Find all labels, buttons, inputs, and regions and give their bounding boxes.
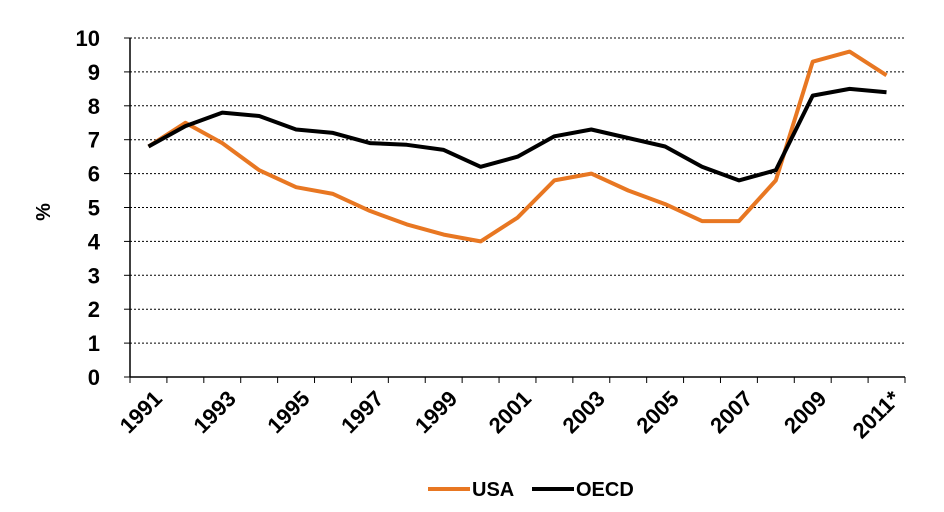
legend: USA OECD (428, 479, 634, 501)
y-tick-label-6: 6 (88, 162, 100, 187)
y-tick-label-4: 4 (88, 229, 101, 254)
x-tick-label-2011: 2011* (848, 386, 906, 444)
y-tick-label-9: 9 (88, 60, 100, 85)
y-tick-label-7: 7 (88, 128, 100, 153)
x-tick-label-2003: 2003 (558, 386, 610, 438)
series-line-oecd (147, 86, 887, 183)
x-tick-labels: 1991 1993 1995 1997 1999 2001 2003 2005 2007 2009… (115, 386, 906, 444)
y-tick-label-1: 1 (88, 331, 100, 356)
series-lines (147, 49, 888, 244)
y-tick-label-8: 8 (88, 94, 100, 119)
x-tick-label-2005: 2005 (631, 386, 683, 438)
x-tick-label-1993: 1993 (189, 386, 241, 438)
x-tick-label-1995: 1995 (262, 386, 314, 438)
y-tick-label-5: 5 (88, 196, 100, 221)
x-tick-label-1999: 1999 (410, 386, 462, 438)
x-tick-label-2007: 2007 (705, 386, 757, 438)
gridlines (130, 37, 905, 344)
x-tick-label-1991: 1991 (115, 386, 167, 438)
x-tick-label-2009: 2009 (779, 386, 831, 438)
x-tick-label-2001: 2001 (484, 386, 536, 438)
y-tick-label-2: 2 (88, 297, 100, 322)
y-axis-label: % (33, 203, 55, 221)
y-tick-label-0: 0 (88, 365, 100, 390)
legend-label-usa: USA (472, 479, 514, 501)
y-tick-label-3: 3 (88, 263, 100, 288)
series-line-usa (147, 49, 888, 244)
legend-label-oecd: OECD (576, 479, 634, 501)
x-tick-label-1997: 1997 (336, 386, 388, 438)
axes (124, 37, 906, 383)
y-tick-labels: 0 1 2 3 4 5 6 7 8 9 10 (76, 26, 101, 390)
y-tick-label-10: 10 (76, 26, 100, 51)
